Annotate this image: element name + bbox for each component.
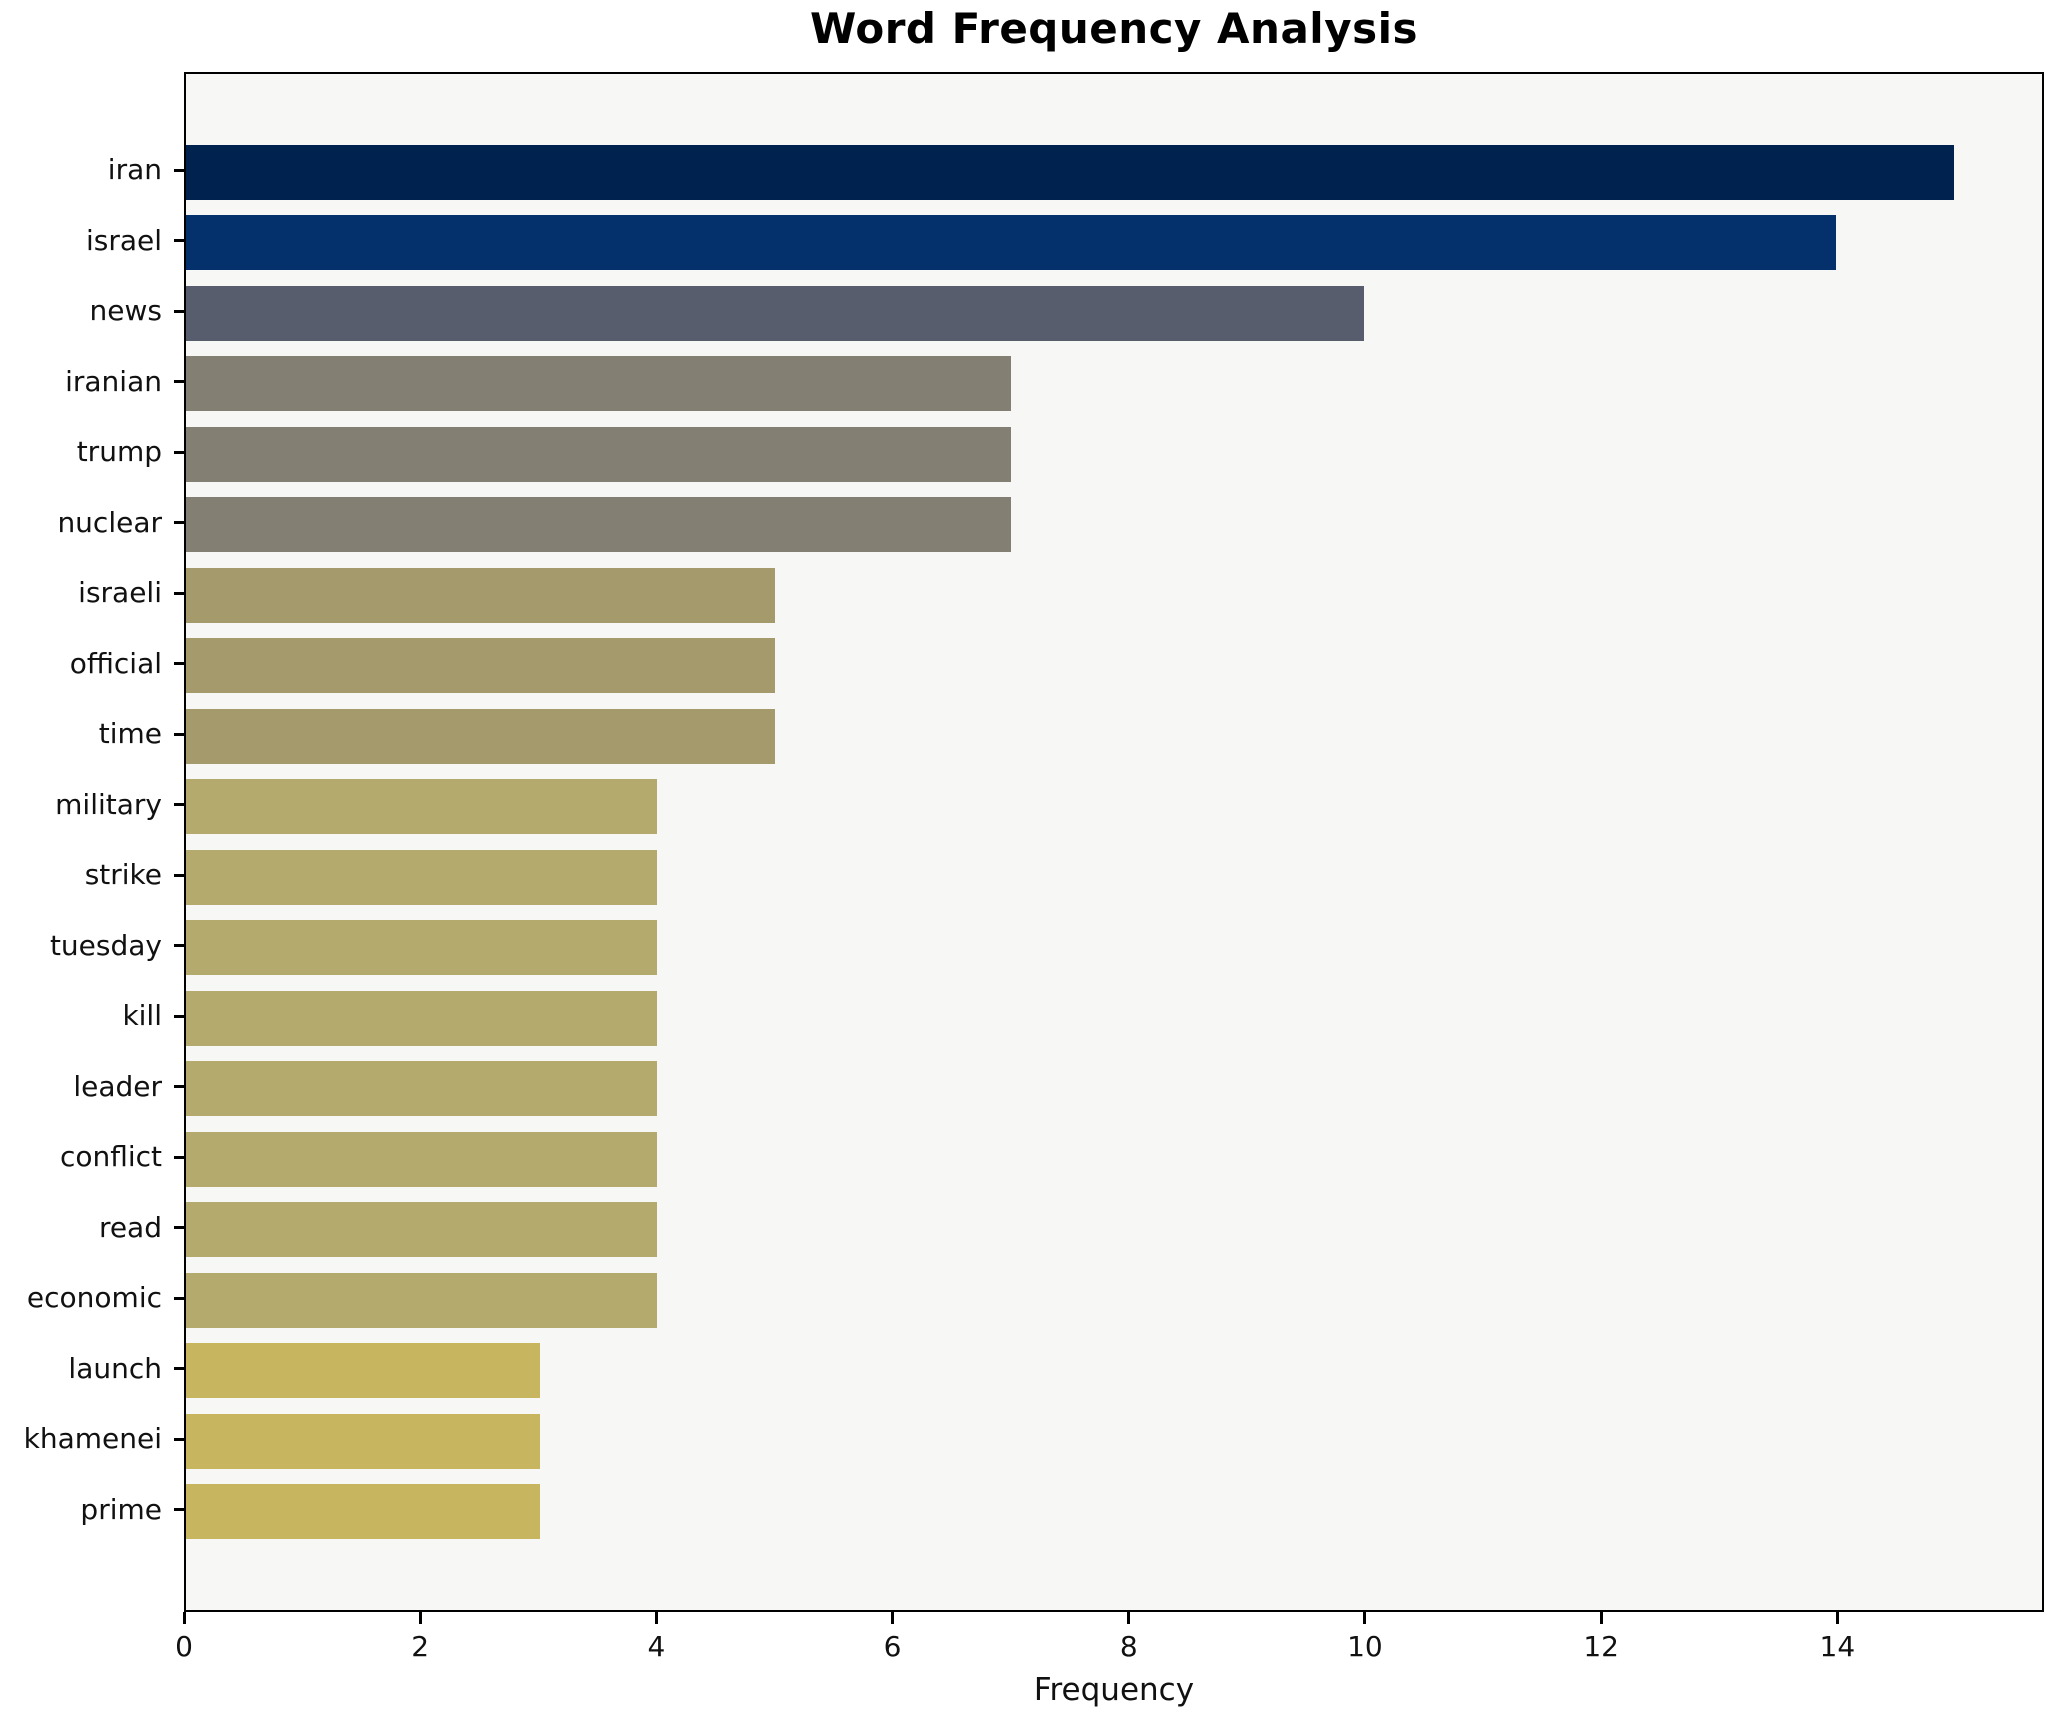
y-tick-label: launch — [68, 1351, 162, 1385]
y-tick-mark — [174, 380, 184, 383]
x-axis-title: Frequency — [1033, 1672, 1195, 1708]
x-tick-label: 12 — [1583, 1630, 1619, 1663]
x-tick-label: 8 — [1119, 1630, 1138, 1663]
y-tick-mark — [174, 873, 184, 877]
y-tick-mark — [174, 732, 184, 736]
x-tick-label: 2 — [411, 1630, 430, 1663]
x-tick-mark — [654, 1612, 658, 1624]
y-tick-label: iran — [107, 153, 162, 186]
y-tick-label: israel — [85, 223, 162, 257]
y-tick-mark — [174, 1367, 184, 1370]
y-tick-label: read — [98, 1210, 162, 1244]
x-tick-label: 4 — [647, 1630, 666, 1663]
y-tick-mark — [174, 662, 184, 665]
bar — [186, 708, 776, 764]
y-tick-mark — [174, 1226, 184, 1229]
x-tick-mark — [182, 1612, 186, 1624]
y-tick-mark — [174, 1508, 184, 1511]
x-tick-label: 14 — [1819, 1630, 1856, 1663]
y-tick-label: conflict — [59, 1140, 162, 1173]
bar — [186, 215, 1836, 270]
y-tick-label: trump — [76, 435, 162, 468]
y-tick-mark — [174, 309, 184, 313]
bar — [186, 426, 1011, 482]
bar — [186, 990, 658, 1046]
bar — [186, 638, 776, 693]
y-tick-mark — [174, 944, 184, 947]
x-tick-mark — [1835, 1612, 1839, 1624]
y-tick-label: prime — [80, 1492, 162, 1526]
bar — [186, 1413, 540, 1469]
y-tick-mark — [174, 1014, 184, 1018]
bar — [186, 1343, 540, 1398]
chart-title: Word Frequency Analysis — [810, 4, 1418, 53]
y-tick-label: nuclear — [57, 505, 162, 539]
y-tick-label: economic — [26, 1281, 162, 1314]
bar — [186, 1202, 658, 1257]
x-tick-mark — [418, 1612, 422, 1624]
y-tick-label: iranian — [65, 364, 162, 398]
bar — [186, 1061, 658, 1116]
y-tick-mark — [174, 1437, 184, 1441]
bar — [186, 285, 1365, 341]
y-tick-mark — [174, 239, 184, 242]
y-tick-label: kill — [122, 999, 162, 1032]
bar — [186, 1272, 658, 1328]
x-tick-label: 10 — [1347, 1630, 1383, 1663]
x-tick-mark — [891, 1612, 895, 1624]
y-tick-label: tuesday — [49, 928, 162, 962]
y-tick-mark — [174, 450, 184, 454]
y-tick-label: strike — [84, 858, 162, 891]
y-tick-mark — [174, 803, 184, 806]
y-tick-mark — [174, 1155, 184, 1159]
bar — [186, 779, 658, 834]
bar — [186, 1484, 540, 1539]
y-tick-label: official — [69, 646, 162, 680]
y-tick-label: israeli — [78, 576, 162, 609]
y-tick-label: news — [89, 294, 162, 327]
x-tick-label: 0 — [175, 1630, 193, 1663]
y-tick-mark — [174, 168, 184, 172]
bar — [186, 356, 1011, 411]
x-tick-mark — [1599, 1612, 1603, 1624]
y-tick-label: time — [98, 717, 162, 750]
y-tick-mark — [174, 1296, 184, 1300]
bar — [186, 1131, 658, 1187]
bar — [186, 144, 1954, 200]
y-tick-label: leader — [73, 1069, 162, 1103]
bar — [186, 497, 1011, 552]
bar — [186, 920, 658, 975]
y-tick-mark — [174, 521, 184, 524]
bar — [186, 849, 658, 905]
bar — [186, 567, 776, 623]
x-tick-mark — [1127, 1612, 1131, 1624]
y-tick-mark — [174, 591, 184, 595]
y-tick-label: khamenei — [23, 1422, 162, 1455]
y-tick-mark — [174, 1085, 184, 1088]
y-tick-label: military — [55, 787, 162, 821]
x-tick-mark — [1363, 1612, 1367, 1624]
x-tick-label: 6 — [883, 1630, 902, 1663]
plot-area — [184, 72, 2044, 1612]
